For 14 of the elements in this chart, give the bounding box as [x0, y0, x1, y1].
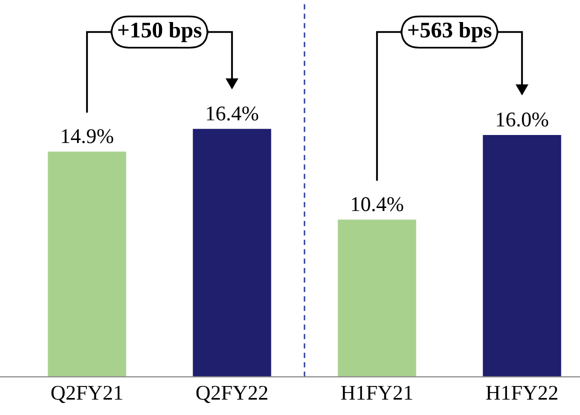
- x-tick-label: H1FY21: [341, 386, 412, 400]
- bar: [482, 134, 562, 377]
- bar: [192, 128, 272, 377]
- x-tick-label: H1FY22: [486, 386, 558, 400]
- data-label: 16.0%: [496, 112, 548, 127]
- data-label: 14.9%: [62, 129, 114, 144]
- text: +563 bps: [408, 22, 492, 42]
- data-label: 10.4%: [352, 197, 404, 212]
- x-tick-label: Q2FY21: [51, 386, 122, 403]
- data-label: 16.4%: [206, 106, 258, 121]
- text: +150 bps: [118, 22, 202, 42]
- x-tick-label: Q2FY22: [196, 386, 268, 403]
- bar: [48, 152, 126, 377]
- bar: [338, 220, 416, 377]
